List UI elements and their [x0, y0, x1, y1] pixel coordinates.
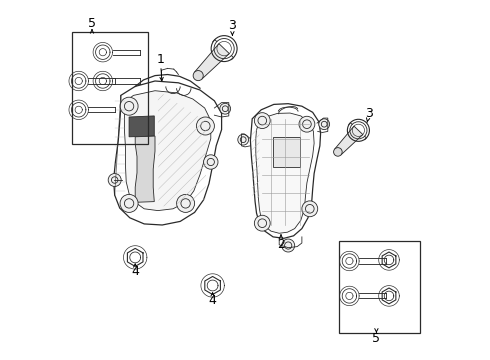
Text: 4: 4 [209, 294, 217, 307]
Polygon shape [129, 116, 154, 137]
Text: 5: 5 [88, 17, 96, 30]
Polygon shape [256, 113, 314, 233]
Text: 2: 2 [277, 238, 285, 251]
Polygon shape [124, 91, 211, 211]
Circle shape [238, 134, 248, 145]
Polygon shape [195, 44, 229, 79]
Circle shape [299, 116, 315, 132]
Circle shape [254, 215, 270, 231]
Bar [339, 241, 419, 333]
Bar [72, 32, 148, 144]
Circle shape [302, 201, 318, 217]
Circle shape [193, 71, 203, 81]
Text: 1: 1 [156, 53, 164, 66]
Circle shape [120, 97, 138, 115]
Bar [273, 137, 300, 167]
Circle shape [282, 239, 294, 252]
Text: 3: 3 [365, 107, 373, 120]
Polygon shape [335, 126, 363, 155]
Circle shape [220, 103, 231, 114]
Circle shape [120, 194, 138, 212]
Circle shape [108, 174, 121, 186]
Circle shape [196, 117, 215, 135]
Circle shape [204, 155, 218, 169]
Circle shape [319, 119, 330, 130]
Circle shape [254, 113, 270, 129]
Text: 5: 5 [372, 332, 380, 345]
Text: 3: 3 [228, 19, 236, 32]
Polygon shape [135, 136, 155, 202]
Circle shape [176, 194, 195, 212]
Text: 4: 4 [131, 265, 139, 278]
Circle shape [334, 148, 342, 156]
